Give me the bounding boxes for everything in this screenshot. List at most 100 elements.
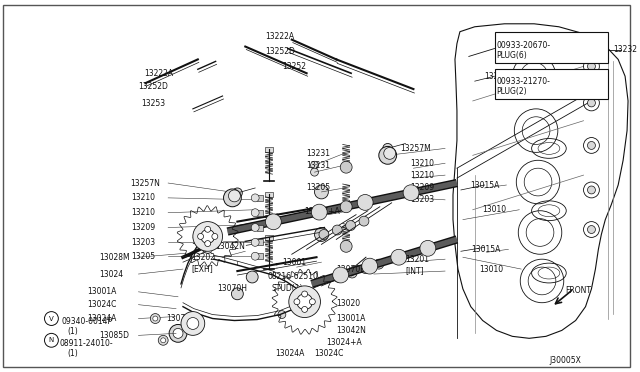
Text: 08216-62510: 08216-62510 bbox=[267, 273, 318, 282]
Circle shape bbox=[223, 189, 241, 207]
Text: 00933-21270-: 00933-21270- bbox=[497, 77, 550, 86]
Circle shape bbox=[266, 214, 282, 230]
Text: 13232: 13232 bbox=[613, 45, 637, 54]
Text: 08911-24010-: 08911-24010- bbox=[60, 339, 113, 348]
Circle shape bbox=[588, 186, 595, 194]
Text: PLUG(6): PLUG(6) bbox=[497, 51, 527, 60]
Circle shape bbox=[169, 324, 187, 342]
Text: 13205: 13205 bbox=[132, 252, 156, 261]
Text: 13201: 13201 bbox=[406, 255, 429, 264]
Text: 13222A: 13222A bbox=[145, 69, 173, 78]
Text: 13231: 13231 bbox=[307, 161, 331, 170]
Text: 13202: 13202 bbox=[191, 253, 215, 262]
Circle shape bbox=[362, 258, 378, 274]
Circle shape bbox=[301, 307, 308, 312]
Text: 13231: 13231 bbox=[307, 149, 331, 158]
Circle shape bbox=[310, 161, 319, 169]
Text: (1): (1) bbox=[67, 349, 78, 357]
Circle shape bbox=[374, 259, 384, 269]
Circle shape bbox=[232, 188, 243, 198]
Text: 13205: 13205 bbox=[307, 183, 331, 192]
Text: 13252: 13252 bbox=[282, 62, 306, 71]
Text: 13210: 13210 bbox=[410, 159, 435, 168]
Text: 13001: 13001 bbox=[282, 258, 306, 267]
Circle shape bbox=[212, 234, 218, 240]
Circle shape bbox=[150, 314, 160, 324]
Circle shape bbox=[588, 62, 595, 70]
Text: 13010: 13010 bbox=[483, 205, 507, 214]
Text: 13070M: 13070M bbox=[166, 314, 197, 323]
Circle shape bbox=[252, 238, 259, 246]
Circle shape bbox=[193, 222, 223, 251]
Circle shape bbox=[332, 225, 342, 235]
Circle shape bbox=[420, 240, 436, 256]
Circle shape bbox=[252, 209, 259, 217]
Text: 09340-0014P: 09340-0014P bbox=[61, 317, 113, 326]
Circle shape bbox=[246, 271, 258, 283]
Text: 13015A: 13015A bbox=[471, 245, 500, 254]
Circle shape bbox=[201, 230, 214, 243]
Text: 13252D: 13252D bbox=[265, 47, 295, 56]
Circle shape bbox=[346, 221, 356, 231]
Text: 13085D: 13085D bbox=[99, 331, 129, 340]
Text: 13024+A: 13024+A bbox=[326, 338, 362, 347]
Text: 13020: 13020 bbox=[336, 299, 360, 308]
Bar bbox=[265, 235, 273, 240]
Text: 13015A: 13015A bbox=[470, 180, 499, 189]
Text: 13210: 13210 bbox=[132, 208, 156, 217]
Circle shape bbox=[588, 99, 595, 107]
Text: 13222A: 13222A bbox=[265, 32, 294, 41]
Bar bbox=[257, 225, 263, 231]
Circle shape bbox=[588, 225, 595, 234]
Circle shape bbox=[588, 141, 595, 150]
Circle shape bbox=[252, 194, 259, 202]
Circle shape bbox=[297, 294, 312, 310]
Bar bbox=[495, 32, 608, 63]
Text: 13024: 13024 bbox=[99, 270, 123, 279]
Text: 13203: 13203 bbox=[132, 238, 156, 247]
Circle shape bbox=[340, 161, 352, 173]
Circle shape bbox=[314, 185, 328, 199]
Circle shape bbox=[350, 266, 358, 274]
Text: 13028M: 13028M bbox=[99, 253, 129, 262]
Circle shape bbox=[314, 228, 328, 241]
Text: 13210: 13210 bbox=[410, 171, 435, 180]
Text: 00933-20670-: 00933-20670- bbox=[497, 41, 550, 50]
Circle shape bbox=[198, 234, 204, 240]
Text: 13252D: 13252D bbox=[138, 81, 168, 91]
Text: 13070B: 13070B bbox=[336, 264, 365, 273]
Circle shape bbox=[301, 291, 308, 297]
Circle shape bbox=[360, 264, 371, 273]
Text: J30005X: J30005X bbox=[549, 356, 581, 365]
Text: 13209: 13209 bbox=[132, 223, 156, 232]
Circle shape bbox=[403, 185, 419, 201]
Circle shape bbox=[205, 226, 211, 232]
Text: 13257M: 13257M bbox=[401, 144, 431, 153]
Text: 13070H: 13070H bbox=[218, 284, 248, 294]
Text: 13257A: 13257A bbox=[484, 72, 514, 81]
Circle shape bbox=[205, 241, 211, 247]
Text: 13042N: 13042N bbox=[336, 326, 366, 335]
Circle shape bbox=[319, 230, 329, 240]
Text: 13024C: 13024C bbox=[314, 349, 344, 357]
Text: 13024A: 13024A bbox=[87, 314, 116, 323]
Text: 13209: 13209 bbox=[410, 183, 435, 192]
Circle shape bbox=[384, 147, 396, 159]
Circle shape bbox=[340, 201, 352, 213]
Circle shape bbox=[357, 195, 373, 210]
Bar bbox=[265, 192, 273, 197]
Text: N: N bbox=[49, 337, 54, 343]
Text: (1): (1) bbox=[67, 327, 78, 336]
Text: [INT]: [INT] bbox=[406, 267, 424, 276]
Text: FRONT: FRONT bbox=[566, 286, 592, 295]
Circle shape bbox=[232, 288, 243, 300]
Text: 13203: 13203 bbox=[410, 195, 435, 204]
Text: 13207+A: 13207+A bbox=[305, 207, 340, 216]
Circle shape bbox=[359, 216, 369, 226]
Circle shape bbox=[153, 316, 157, 321]
Circle shape bbox=[347, 268, 357, 278]
Text: PLUG(2): PLUG(2) bbox=[497, 87, 527, 96]
Circle shape bbox=[310, 168, 319, 176]
Circle shape bbox=[173, 328, 183, 338]
Text: 13001A: 13001A bbox=[336, 314, 365, 323]
